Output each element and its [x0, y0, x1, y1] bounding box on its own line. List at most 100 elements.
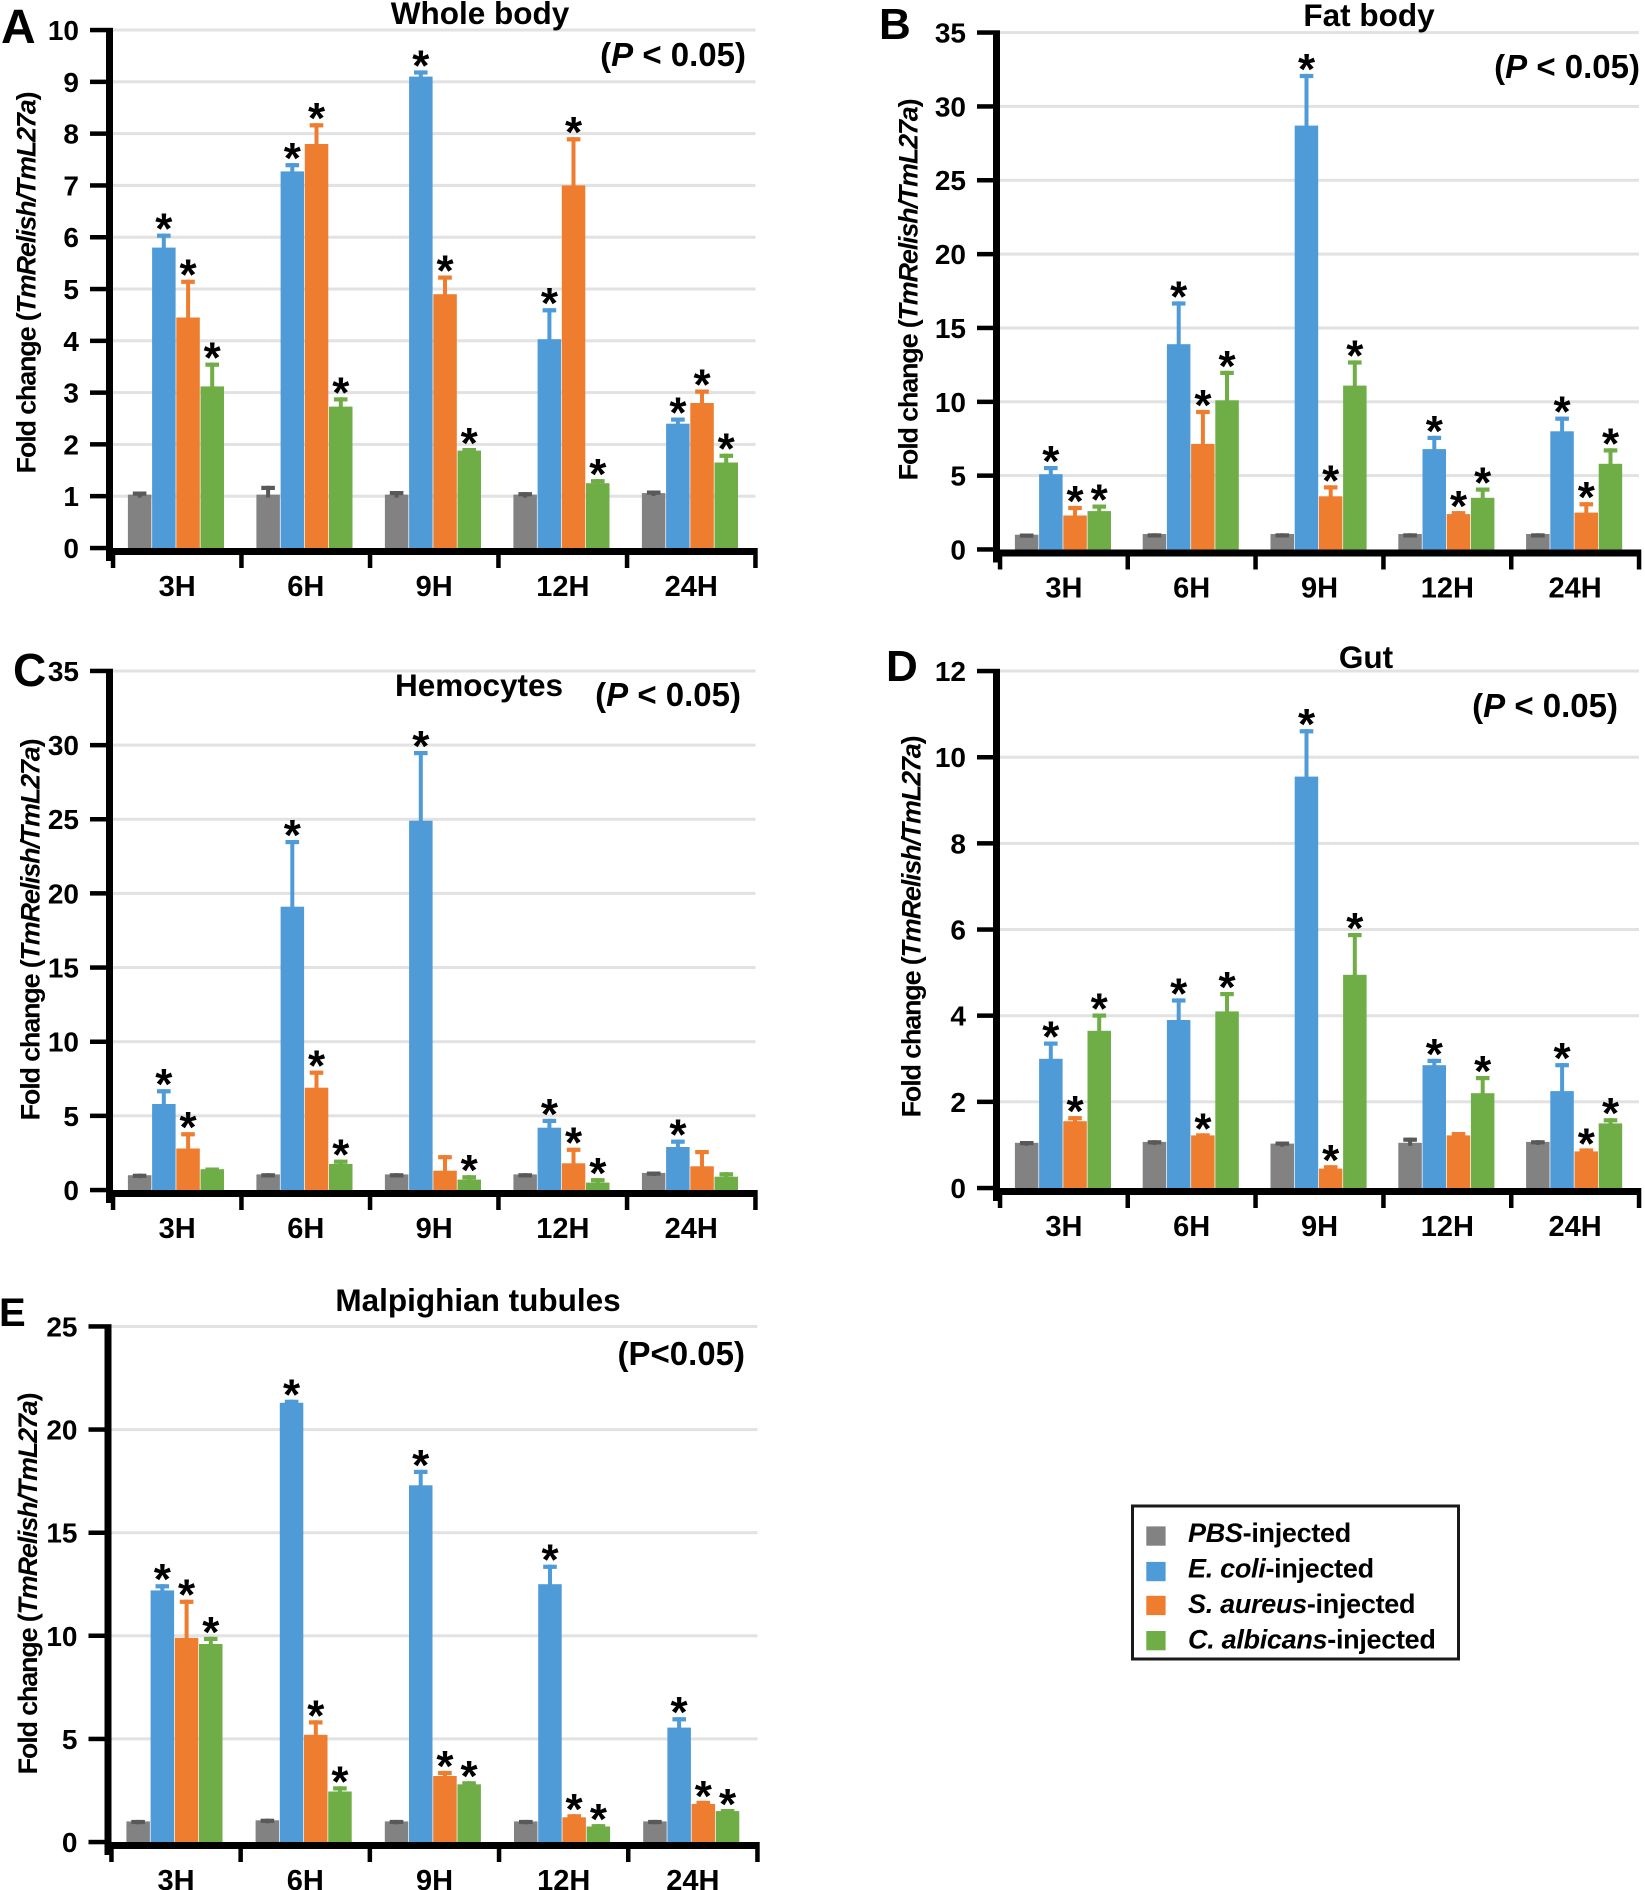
svg-text:*: *: [412, 41, 430, 90]
svg-text:24H: 24H: [665, 1213, 718, 1245]
svg-text:*: *: [1426, 407, 1444, 456]
svg-text:9H: 9H: [416, 571, 453, 603]
svg-text:*: *: [693, 361, 711, 410]
svg-text:Gut: Gut: [1339, 639, 1394, 675]
svg-text:5: 5: [950, 461, 966, 492]
svg-text:*: *: [541, 279, 559, 328]
svg-text:20: 20: [46, 1415, 77, 1446]
svg-text:24H: 24H: [1548, 1211, 1601, 1243]
svg-text:6H: 6H: [1173, 573, 1210, 605]
svg-text:*: *: [1170, 272, 1188, 321]
svg-text:*: *: [671, 1688, 689, 1737]
svg-text:*: *: [1322, 456, 1340, 505]
svg-text:0: 0: [62, 1827, 78, 1858]
svg-text:7: 7: [63, 170, 79, 201]
svg-text:*: *: [1578, 1119, 1596, 1168]
svg-text:C. albicans-injected: C. albicans-injected: [1188, 1625, 1436, 1655]
svg-text:*: *: [1298, 45, 1316, 94]
svg-text:3H: 3H: [1045, 573, 1082, 605]
svg-text:(P < 0.05): (P < 0.05): [595, 676, 741, 713]
svg-text:*: *: [1091, 476, 1109, 525]
svg-text:*: *: [541, 1090, 559, 1139]
svg-text:*: *: [695, 1772, 713, 1821]
svg-text:*: *: [1602, 419, 1620, 468]
svg-text:5: 5: [63, 274, 79, 305]
svg-text:*: *: [1474, 459, 1492, 508]
svg-text:D: D: [886, 642, 918, 691]
svg-text:30: 30: [48, 730, 79, 761]
svg-text:5: 5: [63, 1101, 79, 1132]
svg-text:Fold change (TmRelish/TmL27a): Fold change (TmRelish/TmL27a): [897, 736, 927, 1117]
svg-text:3H: 3H: [159, 1213, 196, 1245]
svg-text:24H: 24H: [1548, 573, 1601, 605]
svg-text:*: *: [308, 94, 326, 143]
svg-text:*: *: [1218, 963, 1236, 1012]
svg-text:12H: 12H: [536, 1213, 589, 1245]
svg-text:*: *: [1091, 985, 1109, 1034]
svg-text:12: 12: [935, 656, 966, 687]
svg-text:20: 20: [48, 878, 79, 909]
svg-text:9H: 9H: [416, 1213, 453, 1245]
svg-text:Fold change (TmRelish/TmL27a): Fold change (TmRelish/TmL27a): [11, 92, 41, 473]
svg-text:*: *: [461, 1752, 479, 1801]
svg-text:*: *: [307, 1691, 325, 1740]
svg-text:*: *: [669, 1111, 687, 1160]
svg-text:*: *: [1066, 477, 1084, 526]
svg-text:35: 35: [935, 18, 966, 49]
svg-text:Fold change (TmRelish/TmL27a): Fold change (TmRelish/TmL27a): [894, 99, 924, 480]
svg-text:6: 6: [63, 222, 79, 253]
svg-text:(P<0.05): (P<0.05): [618, 1335, 746, 1372]
svg-text:*: *: [284, 134, 302, 183]
svg-text:10: 10: [48, 15, 79, 46]
svg-text:24H: 24H: [666, 1865, 719, 1890]
svg-text:*: *: [331, 1757, 349, 1806]
svg-text:*: *: [565, 1119, 583, 1168]
svg-text:25: 25: [48, 804, 79, 835]
svg-text:*: *: [412, 1441, 430, 1490]
svg-text:6H: 6H: [287, 1213, 324, 1245]
svg-text:15: 15: [48, 953, 79, 984]
svg-text:0: 0: [63, 533, 79, 564]
svg-text:C: C: [13, 644, 46, 696]
svg-text:*: *: [284, 811, 302, 860]
svg-text:24H: 24H: [665, 571, 718, 603]
svg-text:*: *: [719, 1780, 737, 1829]
svg-text:*: *: [1042, 1013, 1060, 1062]
svg-text:1: 1: [63, 481, 79, 512]
svg-text:9H: 9H: [416, 1865, 453, 1890]
svg-text:*: *: [589, 1149, 607, 1198]
svg-text:*: *: [1066, 1087, 1084, 1136]
svg-text:*: *: [1554, 388, 1572, 437]
svg-text:*: *: [1322, 1136, 1340, 1185]
svg-text:*: *: [1426, 1030, 1444, 1079]
svg-text:*: *: [590, 1795, 608, 1844]
svg-text:10: 10: [46, 1621, 77, 1652]
svg-text:Hemocytes: Hemocytes: [395, 667, 563, 703]
svg-text:*: *: [1578, 473, 1596, 522]
svg-text:6H: 6H: [287, 1865, 324, 1890]
svg-text:B: B: [879, 0, 911, 49]
svg-text:3: 3: [63, 378, 79, 409]
svg-text:12H: 12H: [536, 571, 589, 603]
svg-text:*: *: [283, 1371, 301, 1420]
svg-text:*: *: [180, 1103, 198, 1152]
svg-text:12H: 12H: [1421, 573, 1474, 605]
svg-text:(P < 0.05): (P < 0.05): [600, 36, 746, 73]
svg-text:*: *: [1218, 342, 1236, 391]
svg-text:10: 10: [48, 1027, 79, 1058]
svg-text:3H: 3H: [159, 571, 196, 603]
svg-text:9H: 9H: [1301, 1211, 1338, 1243]
svg-text:*: *: [1346, 904, 1364, 953]
svg-text:*: *: [155, 205, 173, 254]
svg-text:*: *: [461, 419, 479, 468]
svg-text:*: *: [1194, 1104, 1212, 1153]
svg-text:4: 4: [950, 1001, 966, 1032]
svg-text:Malpighian tubules: Malpighian tubules: [335, 1282, 620, 1318]
svg-text:8: 8: [63, 119, 79, 150]
svg-text:(P < 0.05): (P < 0.05): [1494, 48, 1640, 85]
svg-text:15: 15: [46, 1518, 77, 1549]
svg-text:S. aureus-injected: S. aureus-injected: [1188, 1589, 1415, 1619]
svg-text:25: 25: [46, 1312, 77, 1343]
svg-text:9H: 9H: [1301, 573, 1338, 605]
svg-text:4: 4: [63, 326, 79, 357]
